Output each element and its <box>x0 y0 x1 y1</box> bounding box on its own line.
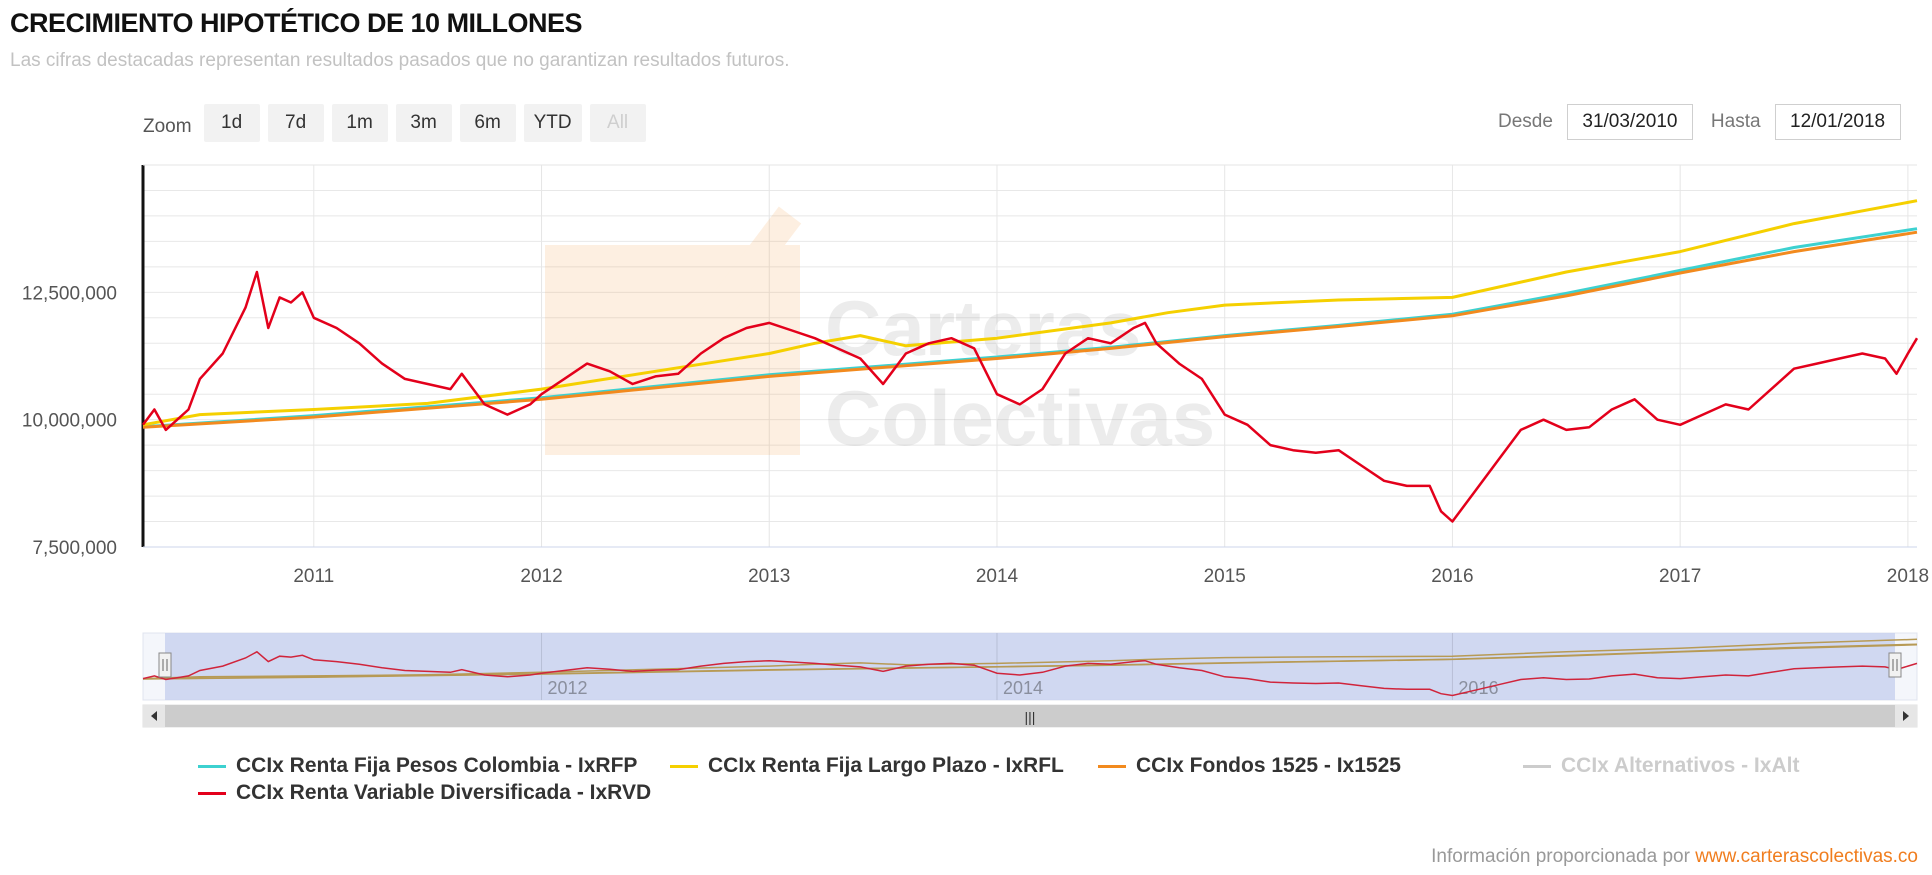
zoom-1d-button[interactable]: 1d <box>203 104 260 142</box>
y-tick-label: 10,000,000 <box>22 411 117 432</box>
legend-label: CCIx Fondos 1525 - Ix1525 <box>1136 754 1401 777</box>
scrollbar-grip-icon: ||| <box>1025 709 1036 725</box>
navigator-tick-label: 2014 <box>1003 678 1043 698</box>
watermark-text-2: Colectivas <box>825 374 1215 462</box>
navigator[interactable]: 2012 2014 2016 ||| <box>142 632 1918 728</box>
credits: Información proporcionada por www.carter… <box>1431 846 1918 868</box>
legend-label: CCIx Alternativos - IxAlt <box>1561 754 1800 777</box>
to-date-input[interactable] <box>1774 104 1901 140</box>
series-line-2[interactable] <box>142 230 1918 429</box>
navigator-tick-label: 2012 <box>548 678 588 698</box>
legend-swatch <box>198 791 226 795</box>
legend-swatch <box>1098 764 1126 768</box>
date-range: Desde Hasta <box>1498 104 1901 140</box>
chart-title: CRECIMIENTO HIPOTÉTICO DE 10 MILLONES <box>10 8 583 38</box>
navigator-series-4 <box>142 650 1918 697</box>
credits-prefix: Información proporcionada por <box>1431 846 1690 867</box>
watermark-box <box>545 245 800 455</box>
y-tick-label: 7,500,000 <box>32 538 117 559</box>
legend-item[interactable]: CCIx Fondos 1525 - Ix1525 <box>1098 754 1401 778</box>
zoom-3m-button[interactable]: 3m <box>395 104 452 142</box>
credits-link[interactable]: www.carterascolectivas.co <box>1695 846 1918 867</box>
legend-item[interactable]: CCIx Renta Variable Diversificada - IxRV… <box>198 781 651 805</box>
zoom-bar: Zoom 1d 7d 1m 3m 6m YTD All <box>143 104 646 142</box>
x-tick-label: 2014 <box>976 566 1019 587</box>
from-date-input[interactable] <box>1566 104 1693 140</box>
zoom-label: Zoom <box>143 116 192 137</box>
scrollbar-thumb[interactable] <box>165 705 1895 727</box>
zoom-6m-button[interactable]: 6m <box>459 104 516 142</box>
zoom-7d-button[interactable]: 7d <box>267 104 324 142</box>
zoom-all-button[interactable]: All <box>589 104 646 142</box>
watermark-check-icon <box>574 206 802 422</box>
scroll-left-arrow-icon <box>151 711 157 721</box>
navigator-left-handle[interactable] <box>158 652 172 678</box>
navigator-right-handle[interactable] <box>1888 652 1902 678</box>
legend-item[interactable]: CCIx Renta Fija Largo Plazo - IxRFL <box>670 754 1064 778</box>
from-label: Desde <box>1498 111 1553 132</box>
x-tick-label: 2015 <box>1204 566 1246 587</box>
legend-label: CCIx Renta Fija Largo Plazo - IxRFL <box>708 754 1064 777</box>
chart-subtitle: Las cifras destacadas representan result… <box>10 50 790 71</box>
legend-label: CCIx Renta Fija Pesos Colombia - IxRFP <box>236 754 638 777</box>
x-tick-label: 2012 <box>520 566 562 587</box>
zoom-ytd-button[interactable]: YTD <box>523 104 582 142</box>
to-label: Hasta <box>1710 111 1761 132</box>
x-tick-label: 2018 <box>1887 566 1929 587</box>
x-tick-label: 2011 <box>293 566 334 587</box>
legend-swatch <box>670 764 698 768</box>
navigator-series-2 <box>142 644 1918 680</box>
scroll-right-arrow-icon <box>1903 711 1909 721</box>
legend-label: CCIx Renta Variable Diversificada - IxRV… <box>236 781 652 804</box>
series <box>141 199 1919 523</box>
series-line-4[interactable] <box>141 270 1919 523</box>
x-tick-label: 2017 <box>1659 566 1701 587</box>
legend-item[interactable]: CCIx Alternativos - IxAlt <box>1523 754 1799 778</box>
axes: 2011 2012 2013 2014 2015 2016 2017 2018 7,500,00… <box>22 164 1929 587</box>
legend-item[interactable]: CCIx Renta Fija Pesos Colombia - IxRFP <box>198 754 637 778</box>
x-tick-label: 2013 <box>748 566 790 587</box>
legend-swatch <box>1523 764 1551 768</box>
legend-swatch <box>198 764 226 768</box>
zoom-1m-button[interactable]: 1m <box>331 104 388 142</box>
x-tick-label: 2016 <box>1431 566 1473 587</box>
navigator-series-1 <box>142 638 1918 680</box>
y-tick-label: 12,500,000 <box>22 283 117 304</box>
series-line-1[interactable] <box>142 199 1918 427</box>
navigator-tick-label: 2016 <box>1458 678 1498 698</box>
watermark-logo: Carteras Colectivas <box>545 206 1215 462</box>
